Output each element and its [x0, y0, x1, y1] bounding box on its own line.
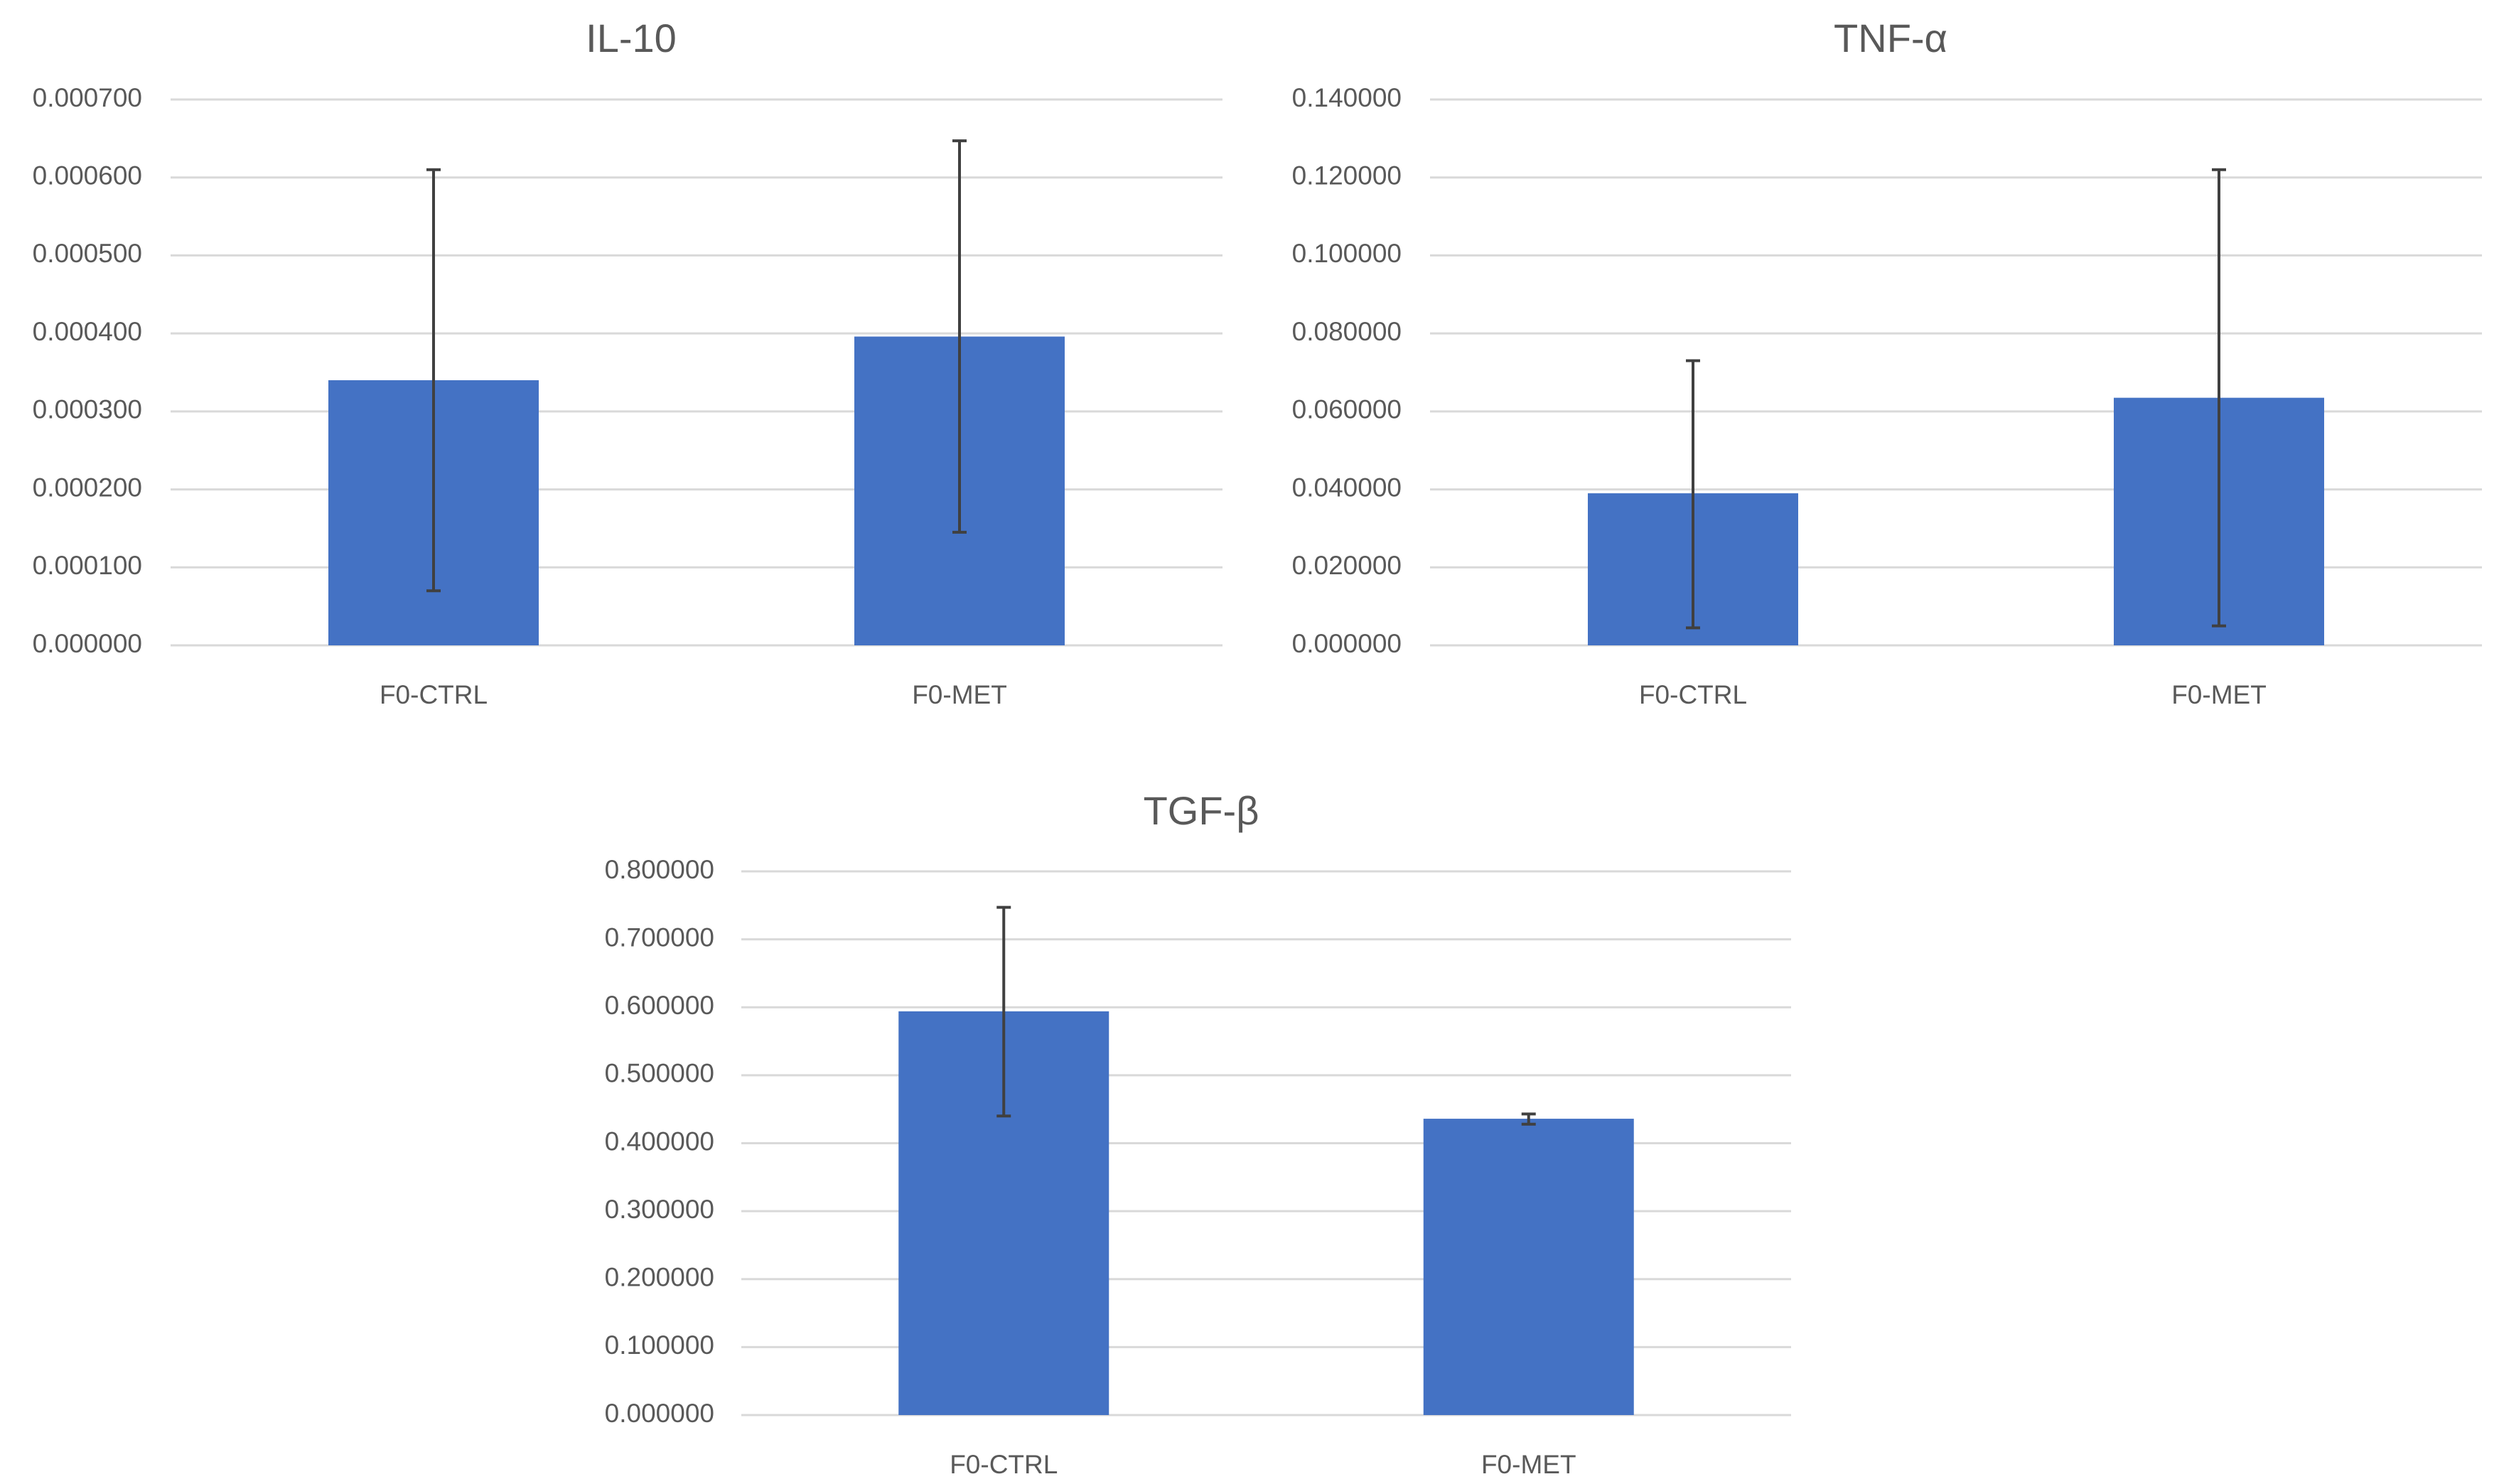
il10-chart: IL-10 0.000000 0.000100 0.000200 0.000300 0.0… [33, 16, 1222, 709]
y-tick-label: 0.040000 [1292, 473, 1402, 502]
category-label: F0-CTRL [380, 680, 488, 709]
y-tick-label: 0.000700 [33, 83, 142, 112]
y-tick-label: 0.800000 [605, 855, 714, 884]
y-tick-label: 0.000000 [33, 629, 142, 658]
y-tick-label: 0.060000 [1292, 395, 1402, 424]
chart-title: TNF-α [1834, 16, 1947, 60]
category-label: F0-CTRL [950, 1450, 1058, 1479]
category-label: F0-CTRL [1639, 680, 1747, 709]
y-tick-label: 0.000500 [33, 239, 142, 268]
bar-f0-met [1423, 1119, 1634, 1415]
y-tick-label: 0.700000 [605, 923, 714, 952]
tgf-beta-chart: TGF-β 0.000000 0.100000 0.200000 0.300000 0.4… [605, 788, 1791, 1479]
y-tick-label: 0.000000 [605, 1399, 714, 1428]
y-tick-label: 0.000300 [33, 395, 142, 424]
y-tick-label: 0.100000 [1292, 239, 1402, 268]
y-tick-label: 0.600000 [605, 991, 714, 1020]
y-tick-label: 0.300000 [605, 1195, 714, 1224]
y-tick-label: 0.140000 [1292, 83, 1402, 112]
y-tick-label: 0.080000 [1292, 317, 1402, 346]
y-tick-label: 0.200000 [605, 1263, 714, 1292]
y-tick-label: 0.000200 [33, 473, 142, 502]
chart-title: IL-10 [586, 16, 677, 60]
y-tick-label: 0.000000 [1292, 629, 1402, 658]
category-label: F0-MET [912, 680, 1007, 709]
y-tick-label: 0.120000 [1292, 161, 1402, 190]
tnf-alpha-chart: TNF-α 0.000000 0.020000 0.040000 0.060000 0.0… [1292, 16, 2482, 709]
category-label: F0-MET [1481, 1450, 1576, 1479]
category-label: F0-MET [2171, 680, 2267, 709]
y-tick-label: 0.020000 [1292, 551, 1402, 580]
y-tick-label: 0.000600 [33, 161, 142, 190]
y-tick-label: 0.400000 [605, 1127, 714, 1156]
y-tick-label: 0.000400 [33, 317, 142, 346]
y-tick-label: 0.100000 [605, 1330, 714, 1360]
y-tick-label: 0.500000 [605, 1059, 714, 1088]
chart-title: TGF-β [1144, 788, 1259, 833]
y-tick-label: 0.000100 [33, 551, 142, 580]
